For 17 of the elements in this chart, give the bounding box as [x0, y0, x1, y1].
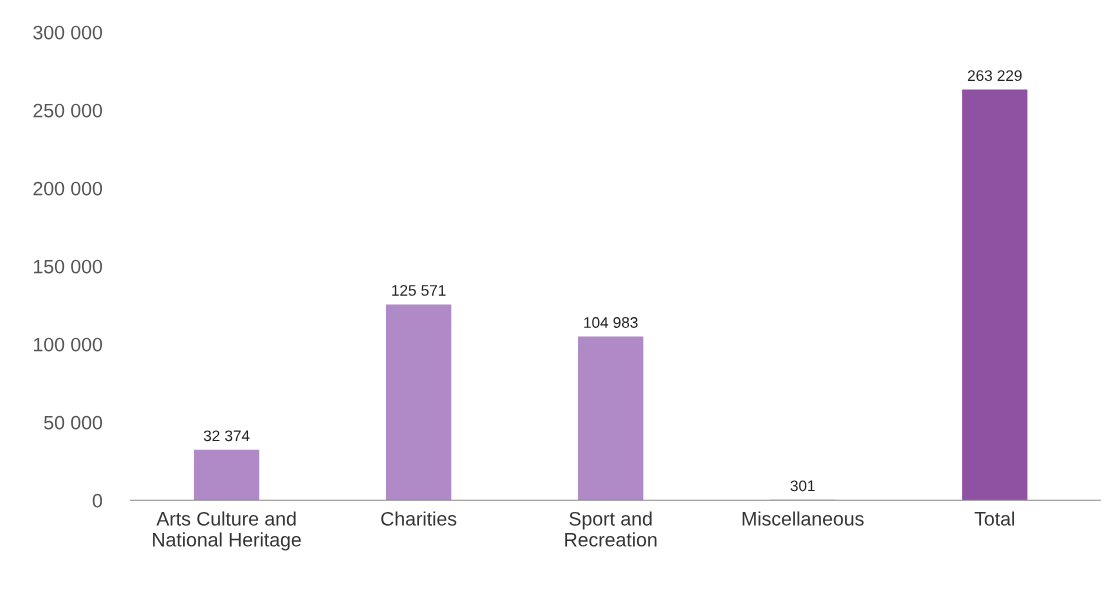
data-label: 263 229: [967, 70, 1022, 82]
y-tick-label: 50 000: [44, 415, 103, 430]
y-tick-label: 100 000: [34, 337, 103, 352]
y-tick-label: 250 000: [33, 103, 103, 118]
data-label: 104 983: [584, 317, 638, 328]
x-tick-label: Arts Culture and National Heritage: [153, 511, 301, 551]
y-tick-label: 150 000: [34, 259, 103, 274]
data-label: 125 571: [392, 284, 446, 296]
y-tick-label: 200 000: [33, 181, 103, 196]
data-label: 32 374: [203, 430, 250, 442]
x-tick-label: Miscellaneous: [742, 511, 864, 526]
x-tick-label: Total: [974, 511, 1014, 526]
y-tick-label: 0: [92, 493, 103, 508]
x-tick-label: Sport and Recreation: [565, 511, 657, 547]
x-tick-label: Charities: [381, 511, 457, 526]
data-label: 301: [790, 480, 815, 492]
y-tick-label: 300 000: [33, 25, 103, 40]
